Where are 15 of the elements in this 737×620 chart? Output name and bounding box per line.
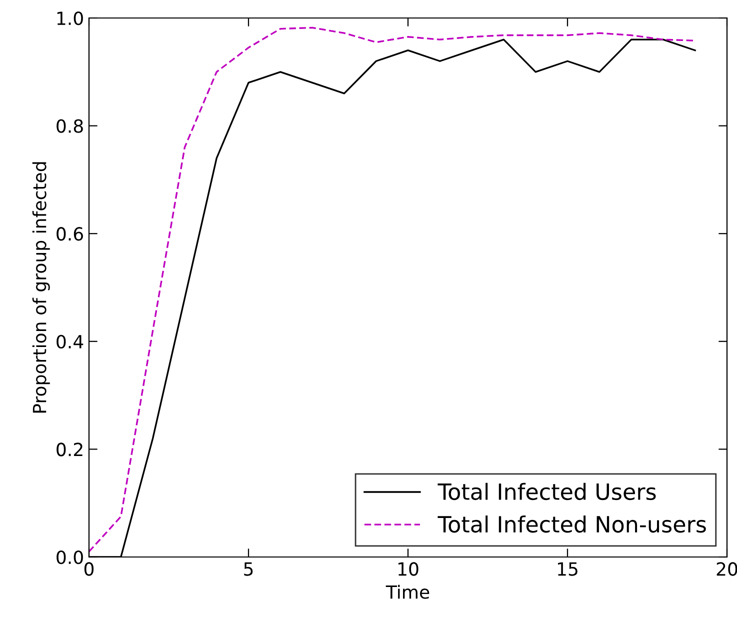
y-tick-label: 0.0	[56, 550, 83, 564]
y-tick-label: 0.2	[56, 442, 82, 456]
y-tick-label: 0.6	[56, 227, 84, 241]
y-tick-label: 0.8	[56, 119, 83, 133]
x-tick-label: 15	[558, 562, 578, 576]
y-axis-title: Proportion of group infected	[32, 162, 50, 413]
x-tick-label: 20	[716, 562, 737, 576]
legend-label: Total Infected Users	[438, 482, 656, 500]
x-axis-title: Time	[386, 584, 430, 599]
x-tick-label: 0	[84, 562, 94, 576]
y-tick-label: 1.0	[57, 11, 83, 26]
x-tick-label: 10	[398, 562, 418, 576]
legend-label: Total Infected Non-users	[438, 515, 706, 533]
y-tick-label: 0.4	[56, 334, 84, 349]
x-tick-label: 5	[244, 562, 253, 576]
